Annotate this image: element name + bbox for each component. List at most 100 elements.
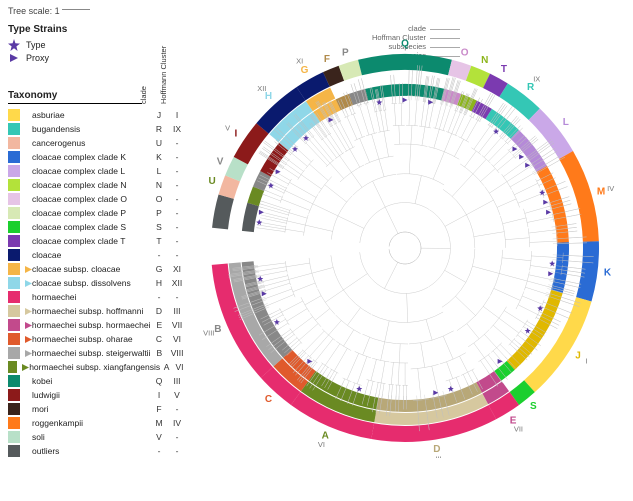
taxonomy-name: cloacae complex clade S <box>32 222 150 232</box>
taxonomy-row: moriF- <box>8 402 186 416</box>
taxonomy-clade: I <box>150 390 168 400</box>
proxy-marker-icon <box>428 100 433 105</box>
taxonomy-clade: L <box>150 166 168 176</box>
taxonomy-swatch <box>8 263 20 275</box>
taxonomy-swatch <box>8 123 20 135</box>
taxonomy-name: mori <box>32 404 150 414</box>
taxonomy-name: hormaechei subsp. xiangfangensis <box>29 362 160 372</box>
taxonomy-swatch <box>8 291 20 303</box>
taxonomy-clade: - <box>150 446 168 456</box>
taxonomy-clade: Q <box>150 376 168 386</box>
clade-label: T <box>501 64 507 75</box>
taxonomy-clade: R <box>150 124 168 134</box>
taxonomy-name: hormaechei subsp. hormaechei <box>32 320 151 330</box>
proxy-marker-icon <box>403 98 408 103</box>
taxonomy-row: hormaechei subsp. hormaecheiEVII <box>8 318 186 332</box>
clade-label: M <box>597 186 605 197</box>
ring-arc <box>242 203 259 232</box>
type-marker-icon <box>268 182 274 188</box>
taxonomy-name: soli <box>32 432 150 442</box>
ring-arc <box>212 195 234 230</box>
taxonomy-row: asburiaeJI <box>8 108 186 122</box>
taxonomy-hc: III <box>168 376 186 386</box>
type-marker-icon <box>493 128 499 134</box>
hoffmann-label: VIII <box>203 328 214 337</box>
taxonomy-row: hormaechei subsp. hoffmanniDIII <box>8 304 186 318</box>
hoffmann-label: I <box>585 356 587 365</box>
type-marker-icon <box>303 135 309 141</box>
col-header-clade: clade <box>139 88 148 104</box>
taxonomy-clade: D <box>150 306 168 316</box>
taxonomy-swatch <box>8 165 20 177</box>
taxonomy-clade: - <box>150 250 168 260</box>
taxonomy-name: hormaechei subsp. oharae <box>32 334 150 344</box>
ring-arc <box>576 241 599 301</box>
clade-label: S <box>530 401 537 412</box>
hoffmann-label: V <box>225 123 230 132</box>
taxonomy-swatch <box>8 431 20 443</box>
taxonomy-hc: - <box>168 194 186 204</box>
type-marker-icon <box>274 319 280 325</box>
tree-scale-bar <box>62 9 90 10</box>
taxonomy-hc: - <box>168 250 186 260</box>
taxonomy-name: cloacae complex clade L <box>32 166 150 176</box>
taxonomy-clade: M <box>150 418 168 428</box>
taxonomy-row: cloacae complex clade TT- <box>8 234 186 248</box>
taxonomy-hc: - <box>168 180 186 190</box>
proxy-marker-icon <box>259 210 264 215</box>
hoffmann-label: VII <box>514 424 523 433</box>
clade-label: C <box>265 394 272 405</box>
taxonomy-name: kobei <box>32 376 150 386</box>
clade-label: I <box>234 129 237 140</box>
taxonomy-row: cloacae subsp. dissolvensHXII <box>8 276 186 290</box>
taxonomy-hc: - <box>168 432 186 442</box>
taxonomy-hc: - <box>168 292 186 302</box>
taxonomy-row: cloacae complex clade OO- <box>8 192 186 206</box>
ring-header-label: clade <box>372 24 460 33</box>
taxonomy-swatch <box>8 417 20 429</box>
taxonomy-name: cloacae complex clade O <box>32 194 150 204</box>
taxonomy-swatch <box>8 319 20 331</box>
star-icon <box>8 39 20 51</box>
taxonomy-clade: E <box>150 320 168 330</box>
taxonomy-row: outliers-- <box>8 444 186 458</box>
type-strain-label: Type <box>26 40 46 50</box>
taxonomy-row: roggenkampiiMIV <box>8 416 186 430</box>
proxy-marker-icon <box>24 335 32 344</box>
taxonomy-hc: XII <box>168 278 186 288</box>
taxonomy-name: cloacae complex clade K <box>32 152 150 162</box>
taxonomy-hc: VI <box>168 334 186 344</box>
taxonomy-swatch <box>8 179 20 191</box>
clade-label: U <box>208 176 215 187</box>
taxonomy-hc: XI <box>168 264 186 274</box>
hoffmann-label: XII <box>257 84 266 93</box>
proxy-marker-icon <box>21 363 29 372</box>
clade-label: B <box>214 324 221 335</box>
proxy-marker-icon <box>24 265 32 274</box>
taxonomy-clade: A <box>160 362 173 372</box>
clade-label: L <box>563 117 569 128</box>
taxonomy-name: hormaechei subsp. hoffmanni <box>32 306 150 316</box>
type-marker-icon <box>539 190 545 196</box>
taxonomy-clade: C <box>150 334 168 344</box>
taxonomy-swatch <box>8 333 20 345</box>
taxonomy-name: cloacae subsp. cloacae <box>32 264 150 274</box>
taxonomy-clade: - <box>150 292 168 302</box>
taxonomy-row: soliV- <box>8 430 186 444</box>
type-marker-icon <box>356 386 362 392</box>
taxonomy-hc: - <box>168 138 186 148</box>
type-marker-icon <box>256 219 262 225</box>
taxonomy-swatch <box>8 137 20 149</box>
taxonomy-hc: VII <box>168 320 186 330</box>
taxonomy-clade: H <box>150 278 168 288</box>
taxonomy-row: kobeiQIII <box>8 374 186 388</box>
taxonomy-hc: - <box>168 208 186 218</box>
taxonomy-clade: B <box>150 348 168 358</box>
taxonomy-clade: U <box>150 138 168 148</box>
taxonomy-header: Taxonomy clade Hoffmann Cluster <box>8 74 186 104</box>
proxy-marker-icon <box>512 146 517 151</box>
taxonomy-swatch <box>8 109 20 121</box>
taxonomy-clade: N <box>150 180 168 190</box>
taxonomy-name: cloacae complex clade P <box>32 208 150 218</box>
clade-label: V <box>217 156 224 167</box>
